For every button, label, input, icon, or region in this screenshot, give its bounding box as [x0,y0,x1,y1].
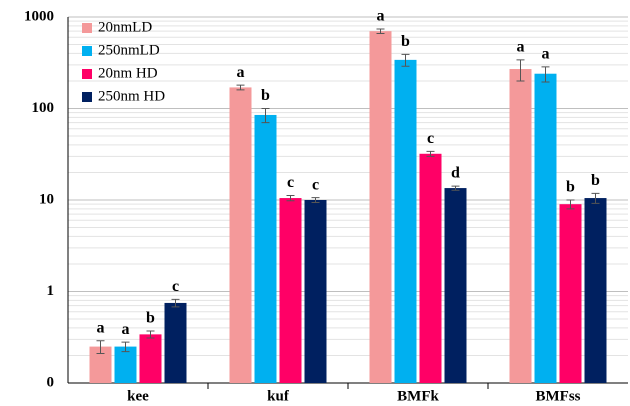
significance-letter: b [261,87,270,104]
error-bar [376,28,385,35]
significance-letter: b [146,310,155,327]
legend-swatch [82,46,92,56]
bar [114,346,137,383]
significance-letter: c [427,130,434,147]
error-bar [426,150,435,157]
bar [509,69,532,383]
error-bar [261,108,270,124]
error-bar [591,192,600,204]
legend-swatch [82,69,92,79]
bar [394,59,417,383]
significance-letter: a [237,64,245,81]
legend-swatch [82,23,92,33]
significance-letter: c [312,176,319,193]
significance-letter: a [542,46,550,63]
significance-letter: b [591,172,600,189]
y-tick-label: 1000 [24,8,54,24]
error-bar [401,53,410,67]
bar [559,204,582,383]
error-bar [311,197,320,203]
bar [89,346,112,383]
significance-letter: c [172,278,179,295]
error-bar [451,185,460,191]
significance-letter: a [97,319,105,336]
bar [229,87,252,383]
significance-letter: c [287,174,294,191]
x-tick-label: kee [127,388,149,404]
legend-label: 20nm HD [98,65,158,81]
error-bar [121,341,130,353]
y-tick-label: 100 [32,100,55,116]
error-bar [236,84,245,91]
bar [419,153,442,383]
significance-letter: b [401,33,410,50]
bar [369,31,392,384]
bar [139,334,162,383]
x-tick-label: BMFk [397,388,439,404]
significance-letter: b [566,179,575,196]
error-bar [516,59,525,82]
bar [584,198,607,383]
x-tick-label: BMFss [536,388,581,404]
legend-label: 250nmLD [98,42,160,58]
error-bar [96,340,105,355]
bar [534,73,557,384]
error-bar [146,330,155,339]
legend-swatch [82,92,92,102]
bar [279,198,302,383]
y-tick-label: 1 [47,283,55,299]
bar [444,188,467,383]
bar [254,114,277,384]
significance-letter: a [122,321,130,338]
legend-label: 250nm HD [98,88,165,104]
y-tick-label: 10 [39,191,54,207]
error-bar [286,194,295,202]
legend-label: 20nmLD [98,19,152,35]
error-bar [566,199,575,210]
error-bar [171,298,180,308]
error-bar [541,66,550,83]
significance-letter: a [377,8,385,25]
significance-letter: a [517,39,525,56]
significance-letter: d [451,165,460,182]
bar [304,200,327,383]
bar [164,302,187,383]
y-tick-label: 0 [47,374,55,390]
x-tick-label: kuf [267,388,290,404]
